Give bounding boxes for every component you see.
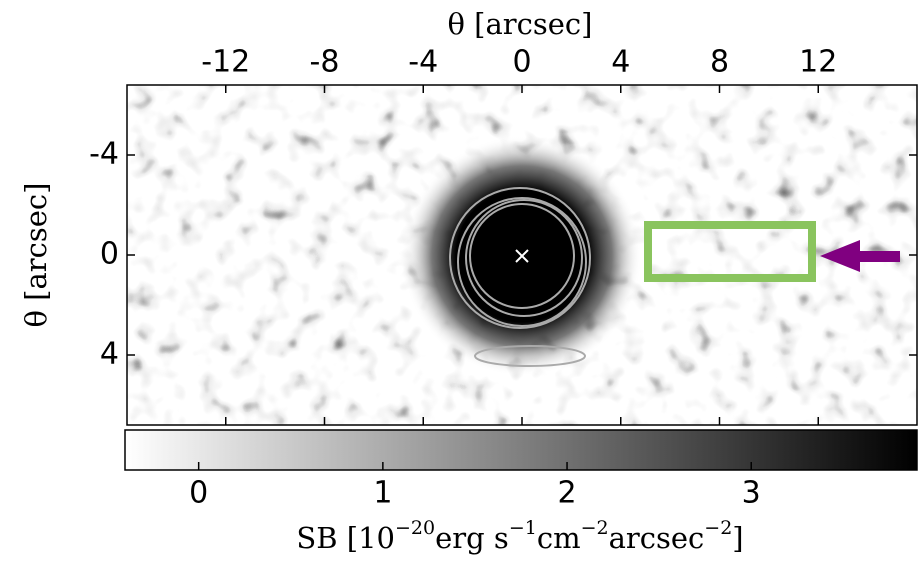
contours (449, 187, 591, 367)
x-axis-label: θ [arcsec] (448, 7, 593, 41)
y-tick-label: 0 (100, 237, 119, 272)
label-exponent: −2 (704, 517, 732, 539)
x-tick-label: 12 (799, 45, 837, 80)
label-exponent: −2 (581, 517, 609, 539)
arrow (820, 240, 900, 272)
colorbar-tick-label: 3 (742, 476, 761, 511)
image (127, 85, 917, 425)
colorbar-tick-label: 0 (189, 476, 208, 511)
colorbar-tick-label: 2 (557, 476, 576, 511)
label-part: ] (732, 521, 743, 555)
x-tick-label: -4 (408, 45, 438, 80)
label-exponent: −20 (395, 517, 435, 539)
colorbar-tick-label: 1 (373, 476, 392, 511)
region-box (644, 221, 816, 282)
x-tick-label: -8 (310, 45, 340, 80)
colorbar (124, 429, 918, 471)
x-tick-label: 0 (512, 45, 531, 80)
x-tick-label: -12 (201, 45, 250, 80)
label-part: SB [10 (296, 521, 395, 555)
label-part: erg s (435, 521, 509, 555)
label-part: arcsec (609, 521, 705, 555)
y-axis-label: θ [arcsec] (19, 183, 53, 328)
x-tick-label: 4 (611, 45, 630, 80)
y-tick-label: 4 (100, 337, 119, 372)
label-part: cm (537, 521, 581, 555)
y-tick-label: -4 (89, 137, 119, 172)
center-marker (515, 249, 529, 263)
x-tick-label: 8 (710, 45, 729, 80)
label-exponent: −1 (509, 517, 537, 539)
colorbar-label: SB [10−20erg s−1cm−2arcsec−2] (296, 517, 743, 555)
